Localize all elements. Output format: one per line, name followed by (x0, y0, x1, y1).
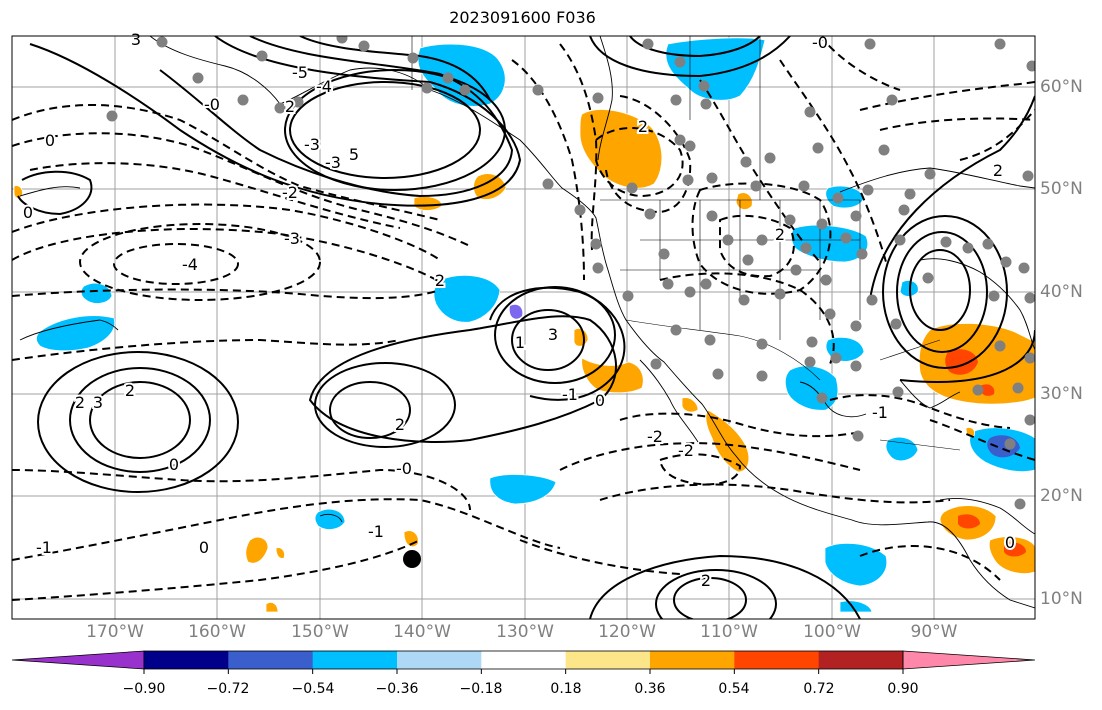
contour-label: -0 (396, 459, 412, 478)
contour-label: -2 (647, 427, 663, 446)
lon-label: 130°W (496, 622, 554, 642)
contour-label: 2 (701, 571, 711, 590)
colorbar-segment (565, 651, 651, 669)
map-background (12, 36, 1035, 619)
colorbar-tick-label: −0.36 (375, 681, 419, 697)
contour-label: 3 (93, 393, 103, 412)
lon-label: 170°W (86, 622, 144, 642)
contour-label: 3 (131, 30, 141, 49)
contour-label: -4 (182, 255, 198, 274)
solid-contours (17, 36, 1035, 619)
colorbar-tick-label: 0.72 (803, 681, 835, 697)
contour-label: -1 (872, 403, 888, 422)
colorbar-segment (397, 651, 482, 669)
lat-label: 30°N (1040, 384, 1083, 404)
colorbar-tick-label: −0.54 (291, 681, 335, 697)
contour-label: -2 (282, 183, 298, 202)
contour-label: -2 (678, 441, 694, 460)
contour-labels: 3-0 20-5-4-35-3-20-3-42310-2-22322022-0-1… (21, 28, 1017, 592)
coastlines (19, 36, 1035, 609)
contour-label: -5 (292, 63, 308, 82)
colorbar-segment (144, 651, 229, 669)
contour-label: 2 (993, 161, 1003, 180)
contour-label: -3 (325, 153, 341, 172)
colorbar-segment (481, 651, 567, 669)
lon-label: 160°W (188, 622, 246, 642)
colorbar-segment (312, 651, 398, 669)
observation-dots (106, 36, 1035, 510)
storm-center-marker (403, 550, 421, 568)
colorbar-tick-label: −0.18 (459, 681, 503, 697)
contour-label: -1 (36, 538, 52, 557)
lon-label: 120°W (598, 622, 656, 642)
contour-label: 3 (548, 325, 558, 344)
contour-label: 2 (638, 117, 648, 136)
contour-label: 0 (169, 455, 179, 474)
lat-label: 10°N (1040, 589, 1083, 609)
lon-label: 140°W (393, 622, 451, 642)
contour-label: 0 (45, 131, 55, 150)
contour-label: 0 (595, 391, 605, 410)
colorbar-segment (228, 651, 314, 669)
lon-label: 110°W (700, 622, 758, 642)
colorbar-tick-label: −0.90 (122, 681, 166, 697)
lat-label: 60°N (1040, 77, 1083, 97)
contour-label: -0 (204, 95, 220, 114)
dashed-contours (12, 36, 1035, 601)
contour-label: -4 (316, 77, 332, 96)
lat-label: 50°N (1040, 179, 1083, 199)
lat-label: 20°N (1040, 486, 1083, 506)
contour-label: 2 (125, 381, 135, 400)
contour-label: 2 (435, 271, 445, 290)
contour-label: -3 (304, 135, 320, 154)
colorbar-tick-label: 0.36 (634, 681, 666, 697)
colorbar (11, 650, 1036, 674)
lon-label: 150°W (291, 622, 349, 642)
contour-label: 0 (23, 203, 33, 222)
contour-label: 0 (1005, 533, 1015, 552)
contour-label: 2 (285, 97, 295, 116)
lon-label: 90°W (910, 622, 958, 642)
contour-label: -0 (812, 33, 828, 52)
colorbar-segment (650, 651, 735, 669)
contour-label: -1 (368, 522, 384, 541)
contour-label: 2 (395, 415, 405, 434)
map-title: 2023091600 F036 (449, 8, 596, 27)
contour-label: 2 (75, 393, 85, 412)
colorbar-segment (734, 651, 820, 669)
colorbar-tick-label: 0.90 (887, 681, 919, 697)
lon-label: 100°W (803, 622, 861, 642)
contour-label: 5 (349, 145, 359, 164)
colorbar-segment (818, 651, 904, 669)
contour-label: 1 (515, 333, 525, 352)
colorbar-extend-high (902, 650, 1036, 670)
colorbar-tick-label: 0.54 (718, 681, 750, 697)
colorbar-tick-label: 0.18 (550, 681, 582, 697)
contour-label: -3 (284, 229, 300, 248)
colorbar-extend-low (11, 650, 145, 670)
colorbar-tick-label: −0.72 (206, 681, 250, 697)
contour-label: -1 (562, 385, 578, 404)
lat-label: 40°N (1040, 282, 1083, 302)
map-frame (11, 35, 1036, 620)
contour-label: 2 (775, 225, 785, 244)
contour-label: 0 (199, 538, 209, 557)
